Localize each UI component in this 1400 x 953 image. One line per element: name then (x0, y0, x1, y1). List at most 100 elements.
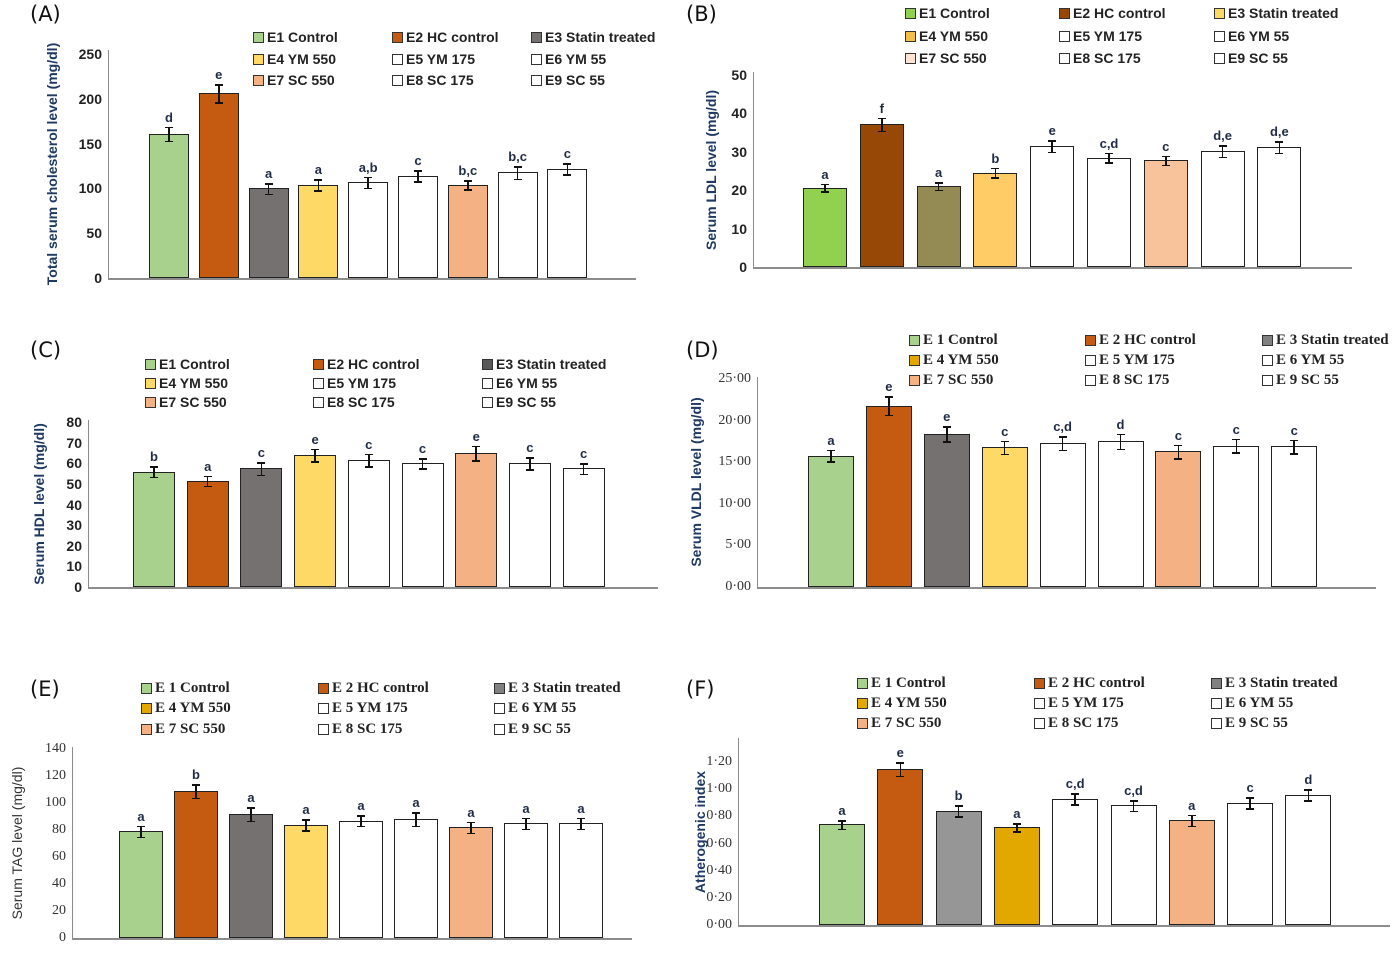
error-cap (467, 832, 475, 835)
y-tick-label: 30 (731, 143, 747, 160)
bar (1200, 151, 1245, 267)
significance-letter: e (311, 431, 319, 447)
significance-letter: a (934, 165, 943, 181)
legend-swatch (1034, 677, 1045, 689)
legend-label: E1 Control (159, 356, 230, 372)
error-cap (257, 462, 266, 464)
significance-letter: a (412, 795, 420, 811)
bar (455, 452, 498, 587)
error-cap (1116, 448, 1125, 451)
error-bar (153, 466, 155, 477)
y-tick-label: 60 (66, 455, 82, 472)
legend-swatch (1214, 7, 1225, 19)
error-bar (516, 166, 519, 179)
bar (916, 185, 961, 267)
y-axis (757, 377, 758, 587)
significance-letter: d,e (1269, 124, 1289, 140)
significance-letter: a (821, 166, 829, 182)
error-cap (1275, 152, 1284, 155)
error-bar (475, 445, 477, 461)
legend-item: E 4 YM 550 (857, 695, 947, 711)
legend-item: E 5 YM 175 (1034, 695, 1124, 711)
error-bar (1132, 800, 1135, 811)
y-tick-label: 60 (52, 849, 66, 864)
error-cap (563, 174, 572, 176)
bar (284, 824, 328, 938)
legend-label: E2 HC control (406, 29, 499, 45)
error-bar (305, 819, 307, 830)
legend-swatch (531, 31, 542, 43)
significance-letter: c,d (1099, 135, 1119, 151)
legend-label: E8 SC 175 (1073, 50, 1141, 66)
error-cap (577, 828, 585, 831)
legend-label: E9 SC 55 (1228, 50, 1288, 66)
y-tick-label: 40 (66, 496, 82, 513)
legend-swatch (905, 30, 916, 42)
error-bar (470, 821, 472, 833)
bar (1168, 820, 1215, 925)
error-bar (195, 784, 197, 798)
significance-letter: b (150, 449, 158, 465)
legend-item: E 4 YM 550 (909, 352, 999, 368)
y-tick-label: 100 (78, 180, 102, 197)
legend-swatch (1262, 354, 1273, 366)
error-cap (314, 179, 323, 181)
error-bar (1074, 793, 1076, 805)
legend-label: E 5 YM 175 (332, 700, 408, 716)
x-axis (108, 278, 636, 280)
bar (865, 405, 912, 587)
legend-item: E 9 SC 55 (1262, 372, 1339, 388)
error-cap (247, 807, 255, 809)
legend-label: E 3 Statin treated (508, 680, 621, 696)
error-cap (1187, 825, 1196, 828)
error-bar (957, 805, 960, 817)
error-cap (165, 140, 173, 143)
legend-swatch (313, 377, 324, 389)
bar (993, 827, 1040, 925)
legend-swatch (1085, 374, 1096, 386)
error-bar (1249, 797, 1251, 809)
x-axis (757, 587, 1376, 589)
error-cap (364, 176, 373, 179)
error-cap (214, 102, 223, 104)
error-bar (1235, 438, 1238, 453)
error-bar (946, 426, 948, 442)
significance-letter: a (247, 790, 255, 806)
error-cap (1161, 164, 1170, 167)
error-cap (264, 183, 273, 185)
error-cap (364, 453, 373, 456)
legend-swatch (253, 31, 264, 43)
legend-item: E5 YM 175 (1059, 28, 1142, 44)
y-tick-label: 50 (731, 67, 747, 83)
x-axis (753, 267, 1352, 269)
legend-swatch (1262, 334, 1273, 346)
legend-item: E 2 HC control (1034, 675, 1145, 691)
bar (808, 455, 854, 587)
legend-item: E3 Statin treated (482, 356, 606, 372)
panel-label: (A) (30, 2, 61, 26)
bar (923, 433, 970, 587)
y-tick-label: 40 (52, 876, 66, 891)
y-tick-label: 0 (74, 579, 82, 595)
significance-letter: c,d (1053, 419, 1072, 435)
error-bar (467, 180, 469, 190)
legend-item: E 1 Control (909, 332, 998, 348)
legend-item: E 6 YM 55 (1211, 695, 1293, 711)
bar (803, 187, 847, 267)
error-cap (1218, 145, 1227, 147)
error-cap (463, 180, 472, 182)
legend-label: E7 SC 550 (267, 72, 335, 88)
legend-item: E6 YM 55 (531, 51, 606, 67)
significance-letter: c (563, 146, 571, 162)
error-cap (203, 475, 212, 478)
significance-letter: a (827, 432, 835, 448)
error-bar (314, 448, 316, 462)
y-tick-label: 20·00 (718, 412, 751, 428)
legend-swatch (1214, 30, 1225, 42)
significance-letter: c (1246, 780, 1254, 796)
error-cap (150, 466, 158, 468)
